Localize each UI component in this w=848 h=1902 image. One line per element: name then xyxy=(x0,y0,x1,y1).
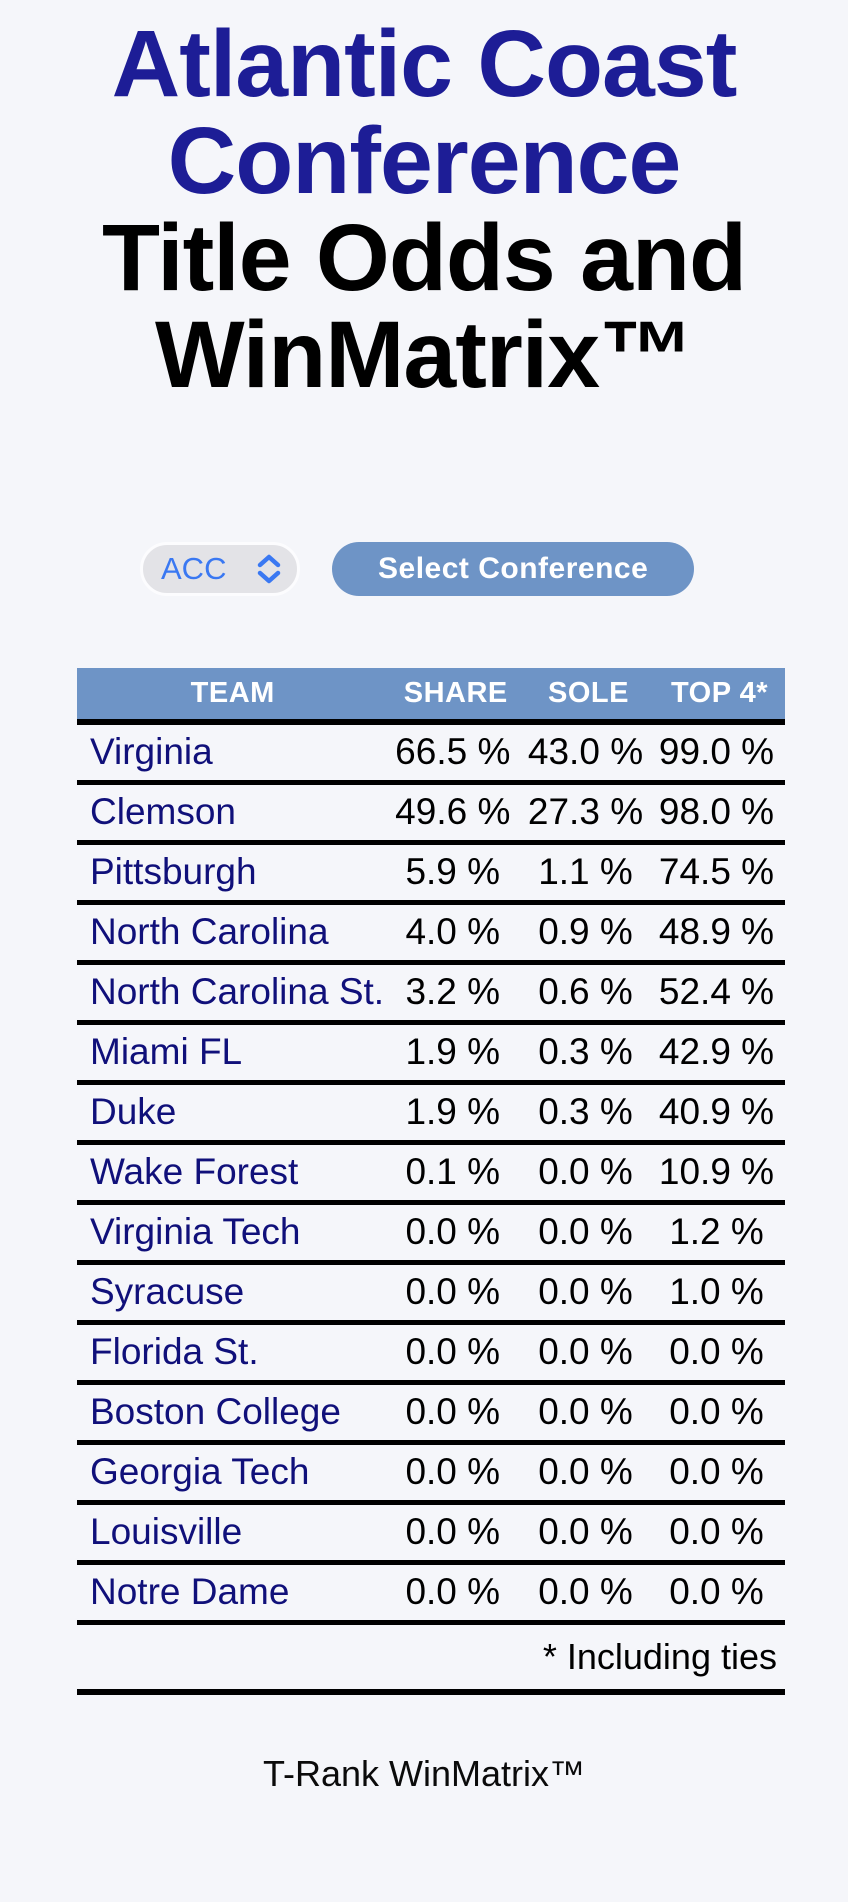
conference-select-value: ACC xyxy=(161,551,227,586)
top4-value: 99.0 % xyxy=(654,722,785,785)
team-name-link[interactable]: Miami FL xyxy=(77,1022,389,1085)
share-value: 0.0 % xyxy=(388,1562,524,1625)
sole-value: 0.0 % xyxy=(523,1382,654,1445)
share-value: 49.6 % xyxy=(388,782,524,845)
share-value: 1.9 % xyxy=(388,1022,524,1085)
team-name-link[interactable]: Pittsburgh xyxy=(77,842,389,905)
share-value: 66.5 % xyxy=(388,722,524,785)
share-value: 0.1 % xyxy=(388,1142,524,1205)
team-name-link[interactable]: Virginia xyxy=(77,722,389,785)
sole-value: 0.0 % xyxy=(523,1562,654,1625)
table-row: Pittsburgh 5.9 % 1.1 % 74.5 % xyxy=(77,842,785,905)
top4-value: 0.0 % xyxy=(654,1442,785,1505)
share-value: 0.0 % xyxy=(388,1442,524,1505)
share-value: 0.0 % xyxy=(388,1502,524,1565)
sole-value: 0.3 % xyxy=(523,1022,654,1085)
share-value: 4.0 % xyxy=(388,902,524,965)
top4-value: 0.0 % xyxy=(654,1502,785,1565)
share-value: 1.9 % xyxy=(388,1082,524,1145)
table-row: Virginia 66.5 % 43.0 % 99.0 % xyxy=(77,722,785,785)
table-header-row: TEAM SHARE SOLE TOP 4* xyxy=(77,668,785,725)
top4-value: 74.5 % xyxy=(654,842,785,905)
share-value: 0.0 % xyxy=(388,1262,524,1325)
team-name-link[interactable]: Duke xyxy=(77,1082,389,1145)
sole-value: 0.0 % xyxy=(523,1142,654,1205)
table-row: North Carolina St. 3.2 % 0.6 % 52.4 % xyxy=(77,962,785,1025)
conference-controls: ACC Select Conference xyxy=(140,542,848,596)
top4-value: 1.0 % xyxy=(654,1262,785,1325)
page-title: Atlantic Coast Conference Title Odds and… xyxy=(0,16,848,404)
table-row: North Carolina 4.0 % 0.9 % 48.9 % xyxy=(77,902,785,965)
share-value: 3.2 % xyxy=(388,962,524,1025)
select-conference-button[interactable]: Select Conference xyxy=(332,542,695,596)
sole-value: 0.9 % xyxy=(523,902,654,965)
table-row: Syracuse 0.0 % 0.0 % 1.0 % xyxy=(77,1262,785,1325)
table-row: Duke 1.9 % 0.3 % 40.9 % xyxy=(77,1082,785,1145)
top4-value: 0.0 % xyxy=(654,1562,785,1625)
sole-value: 0.0 % xyxy=(523,1502,654,1565)
sole-value: 0.0 % xyxy=(523,1202,654,1265)
top4-value: 40.9 % xyxy=(654,1082,785,1145)
team-name-link[interactable]: Florida St. xyxy=(77,1322,389,1385)
column-header-share: SHARE xyxy=(388,668,524,725)
table-row: Georgia Tech 0.0 % 0.0 % 0.0 % xyxy=(77,1442,785,1505)
sole-value: 0.6 % xyxy=(523,962,654,1025)
conference-select[interactable]: ACC xyxy=(140,542,300,596)
table-row: Clemson 49.6 % 27.3 % 98.0 % xyxy=(77,782,785,845)
table-row: Wake Forest 0.1 % 0.0 % 10.9 % xyxy=(77,1142,785,1205)
sole-value: 0.0 % xyxy=(523,1442,654,1505)
team-name-link[interactable]: Wake Forest xyxy=(77,1142,389,1205)
team-name-link[interactable]: Clemson xyxy=(77,782,389,845)
page-subtitle: Title Odds and WinMatrix™ xyxy=(101,205,747,408)
column-header-top4: TOP 4* xyxy=(654,668,785,725)
table-row: Boston College 0.0 % 0.0 % 0.0 % xyxy=(77,1382,785,1445)
team-name-link[interactable]: Georgia Tech xyxy=(77,1442,389,1505)
title-odds-table: TEAM SHARE SOLE TOP 4* Virginia 66.5 % 4… xyxy=(77,668,785,1695)
table-row: Miami FL 1.9 % 0.3 % 42.9 % xyxy=(77,1022,785,1085)
table-row: Louisville 0.0 % 0.0 % 0.0 % xyxy=(77,1502,785,1565)
sole-value: 0.0 % xyxy=(523,1322,654,1385)
share-value: 0.0 % xyxy=(388,1322,524,1385)
sole-value: 1.1 % xyxy=(523,842,654,905)
team-name-link[interactable]: North Carolina xyxy=(77,902,389,965)
sole-value: 43.0 % xyxy=(523,722,654,785)
team-name-link[interactable]: Syracuse xyxy=(77,1262,389,1325)
conference-title: Atlantic Coast Conference xyxy=(111,11,738,214)
footnote-row: * Including ties xyxy=(77,1622,785,1695)
top4-value: 0.0 % xyxy=(654,1322,785,1385)
top4-value: 48.9 % xyxy=(654,902,785,965)
sole-value: 0.3 % xyxy=(523,1082,654,1145)
odds-table-body: Virginia 66.5 % 43.0 % 99.0 % Clemson 49… xyxy=(77,722,785,1625)
top4-value: 1.2 % xyxy=(654,1202,785,1265)
brand-footer-label: T-Rank WinMatrix™ xyxy=(262,1753,586,1794)
share-value: 0.0 % xyxy=(388,1202,524,1265)
column-header-sole: SOLE xyxy=(523,668,654,725)
footnote-text: * Including ties xyxy=(77,1622,785,1695)
sole-value: 0.0 % xyxy=(523,1262,654,1325)
team-name-link[interactable]: Louisville xyxy=(77,1502,389,1565)
team-name-link[interactable]: Boston College xyxy=(77,1382,389,1445)
table-row: Florida St. 0.0 % 0.0 % 0.0 % xyxy=(77,1322,785,1385)
top4-value: 52.4 % xyxy=(654,962,785,1025)
share-value: 0.0 % xyxy=(388,1382,524,1445)
top4-value: 98.0 % xyxy=(654,782,785,845)
table-row: Virginia Tech 0.0 % 0.0 % 1.2 % xyxy=(77,1202,785,1265)
top4-value: 42.9 % xyxy=(654,1022,785,1085)
team-name-link[interactable]: Notre Dame xyxy=(77,1562,389,1625)
sole-value: 27.3 % xyxy=(523,782,654,845)
table-row: Notre Dame 0.0 % 0.0 % 0.0 % xyxy=(77,1562,785,1625)
share-value: 5.9 % xyxy=(388,842,524,905)
top4-value: 10.9 % xyxy=(654,1142,785,1205)
team-name-link[interactable]: Virginia Tech xyxy=(77,1202,389,1265)
top4-value: 0.0 % xyxy=(654,1382,785,1445)
chevron-up-down-icon xyxy=(256,553,282,585)
team-name-link[interactable]: North Carolina St. xyxy=(77,962,389,1025)
column-header-team: TEAM xyxy=(77,668,389,725)
